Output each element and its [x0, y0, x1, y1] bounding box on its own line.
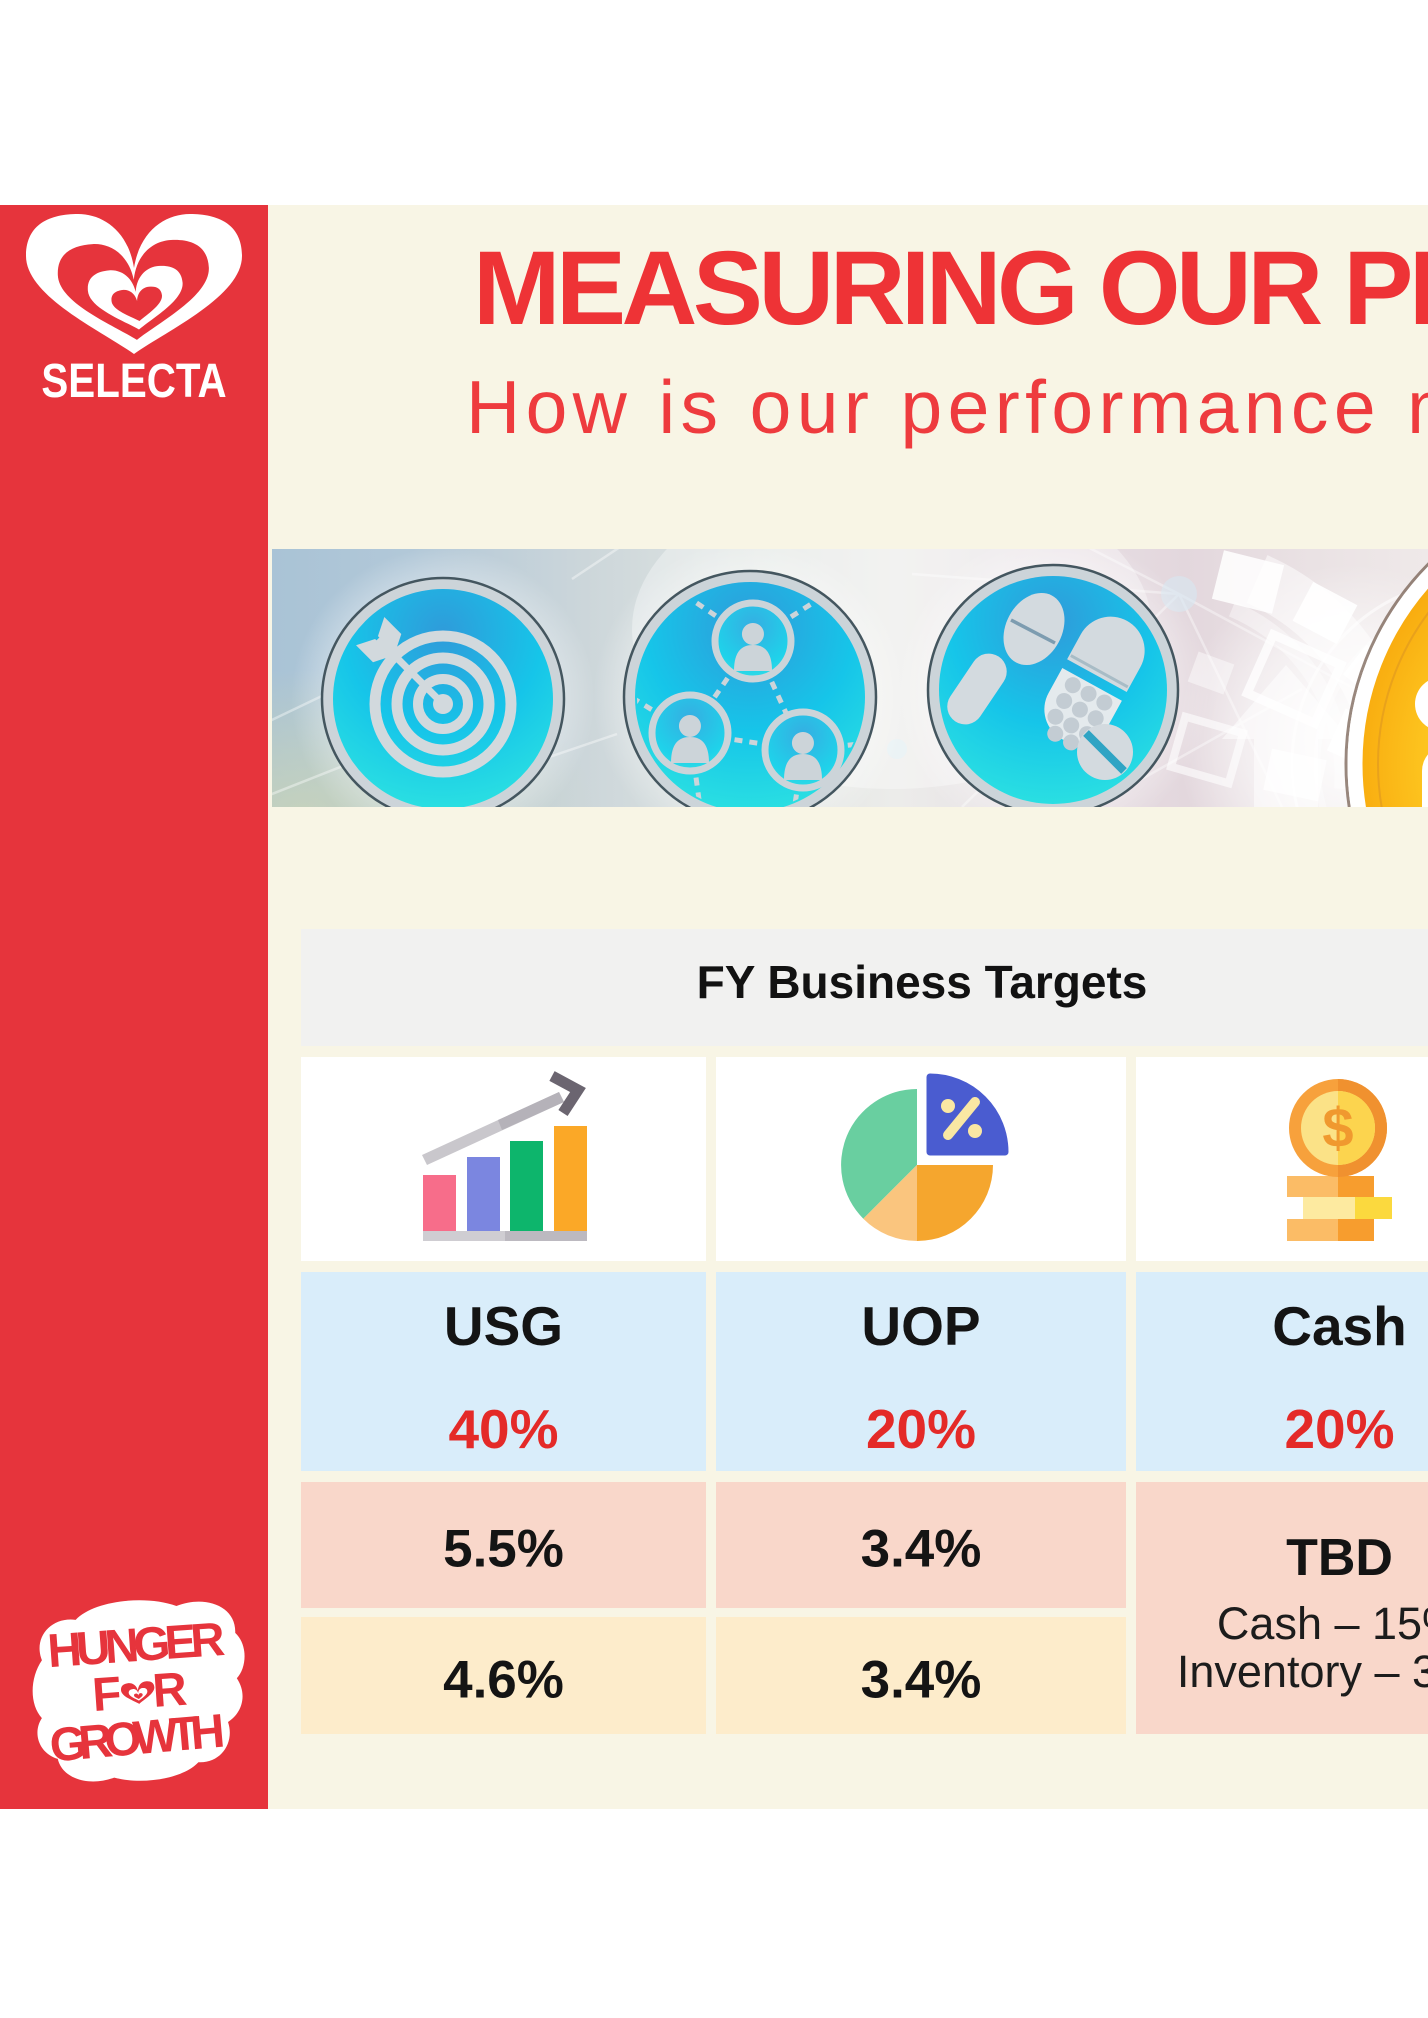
svg-text:F: F [91, 1667, 124, 1722]
svg-text:$: $ [1322, 1096, 1353, 1159]
svg-text:HUNGER: HUNGER [46, 1613, 227, 1678]
svg-text:R: R [151, 1663, 189, 1718]
